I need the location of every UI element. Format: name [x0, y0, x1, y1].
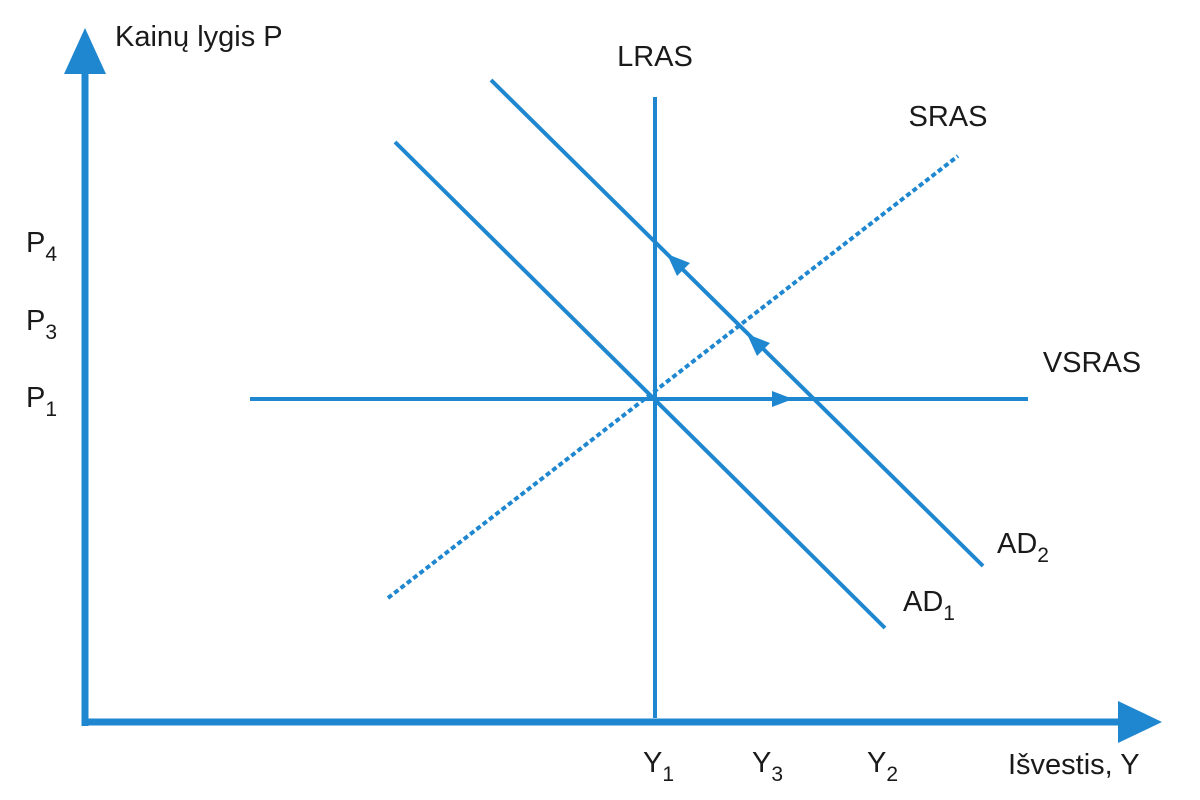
- subscript: 4: [45, 243, 57, 266]
- shift-arrowhead: [772, 391, 793, 407]
- sras-line: [386, 154, 960, 600]
- ad1-label: AD1: [903, 586, 955, 625]
- output-level: Y1: [643, 747, 674, 786]
- subscript: 1: [943, 602, 955, 625]
- symbol: P: [26, 382, 45, 414]
- symbol: P: [26, 305, 45, 337]
- price-level: P3: [26, 305, 57, 344]
- y-axis-arrow: [64, 28, 106, 74]
- symbol: Y: [752, 747, 771, 779]
- output-level: Y2: [867, 747, 898, 786]
- sras-label: SRAS: [909, 101, 988, 133]
- symbol: AD: [903, 586, 943, 618]
- lras-label: LRAS: [617, 41, 693, 73]
- subscript: 2: [886, 763, 898, 786]
- subscript: 3: [45, 321, 57, 344]
- ad1-line: [393, 140, 887, 630]
- subscript: 3: [771, 763, 783, 786]
- price-level: P1: [26, 382, 57, 421]
- price-level: P4: [26, 227, 57, 266]
- subscript: 1: [45, 398, 57, 421]
- subscript: 1: [662, 763, 674, 786]
- symbol: AD: [997, 528, 1037, 560]
- vsras-label: VSRAS: [1043, 347, 1141, 379]
- symbol: Y: [867, 747, 886, 779]
- ad2-line: [489, 78, 985, 568]
- y-axis-label: Kainų lygis P: [115, 21, 283, 53]
- symbol: Y: [643, 747, 662, 779]
- output-level: Y3: [752, 747, 783, 786]
- x-axis-label: Išvestis, Y: [1008, 749, 1140, 781]
- subscript: 2: [1037, 544, 1049, 567]
- x-axis-arrow: [1118, 701, 1162, 743]
- symbol: P: [26, 227, 45, 259]
- ad2-label: AD2: [997, 528, 1049, 567]
- ad2-arrowhead: [747, 334, 770, 356]
- ad2-arrowhead: [667, 254, 690, 276]
